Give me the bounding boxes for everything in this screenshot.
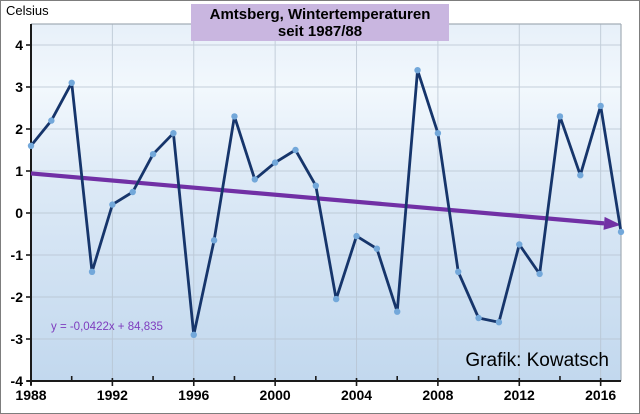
data-point-marker	[516, 241, 523, 248]
y-tick-label: -1	[11, 247, 24, 263]
data-point-marker	[373, 245, 381, 252]
x-tick-label: 2004	[341, 387, 372, 403]
x-tick-label: 2008	[422, 387, 453, 403]
data-point-marker	[88, 268, 96, 275]
data-point-marker	[271, 159, 279, 166]
y-tick-label: 4	[15, 37, 23, 53]
data-point-marker	[292, 146, 299, 154]
y-tick-label: -3	[11, 331, 24, 347]
data-point-marker	[475, 314, 482, 322]
axis-ticks	[26, 44, 602, 386]
x-tick-label: 1988	[15, 387, 46, 403]
data-point-marker	[353, 232, 360, 240]
gridlines	[31, 24, 621, 381]
data-point-marker	[495, 319, 503, 326]
y-tick-label: 2	[15, 121, 23, 137]
y-axis-unit-label: Celsius	[6, 3, 49, 18]
y-tick-label: -4	[11, 373, 24, 389]
x-tick-label: 1996	[178, 387, 209, 403]
chart-title-line2: seit 1987/88	[277, 22, 363, 40]
data-point-markers	[27, 67, 625, 338]
data-point-marker	[109, 201, 116, 208]
x-tick-label: 2000	[260, 387, 291, 403]
x-tick-label: 2016	[585, 387, 616, 403]
x-tick-label: 1992	[97, 387, 128, 403]
y-tick-label: 0	[15, 205, 23, 221]
data-point-marker	[556, 113, 564, 120]
data-point-marker	[455, 268, 462, 275]
data-point-marker	[434, 130, 442, 137]
data-point-marker	[394, 308, 401, 315]
plot-background	[31, 24, 621, 381]
chart-title-line1: Amtsberg, Wintertemperaturen	[209, 5, 431, 23]
data-point-marker	[48, 117, 55, 124]
data-point-marker	[536, 270, 543, 278]
data-point-marker	[597, 102, 604, 110]
x-tick-label: 2012	[504, 387, 535, 403]
data-point-marker	[210, 237, 218, 244]
data-point-marker	[617, 228, 625, 236]
y-tick-label: -2	[11, 289, 24, 305]
data-point-marker	[332, 295, 340, 303]
y-tick-label: 1	[15, 163, 23, 179]
data-point-marker	[68, 79, 75, 87]
data-point-marker	[27, 142, 35, 149]
trend-arrowhead	[603, 216, 621, 230]
trend-equation-label: y = -0,0422x + 84,835	[51, 321, 163, 333]
data-point-marker	[577, 172, 584, 179]
temperature-line	[29, 68, 623, 337]
chart-title: Amtsberg, Wintertemperaturen seit 1987/8…	[191, 4, 449, 41]
data-point-marker	[170, 130, 177, 137]
credit-label: Grafik: Kowatsch	[465, 350, 609, 371]
data-point-marker	[231, 113, 238, 120]
data-point-marker	[414, 67, 421, 74]
data-point-marker	[149, 151, 157, 158]
y-tick-label: 3	[15, 79, 23, 95]
data-point-marker	[312, 182, 320, 189]
data-point-marker	[190, 331, 197, 338]
data-point-marker	[129, 188, 136, 196]
data-point-marker	[251, 176, 258, 183]
